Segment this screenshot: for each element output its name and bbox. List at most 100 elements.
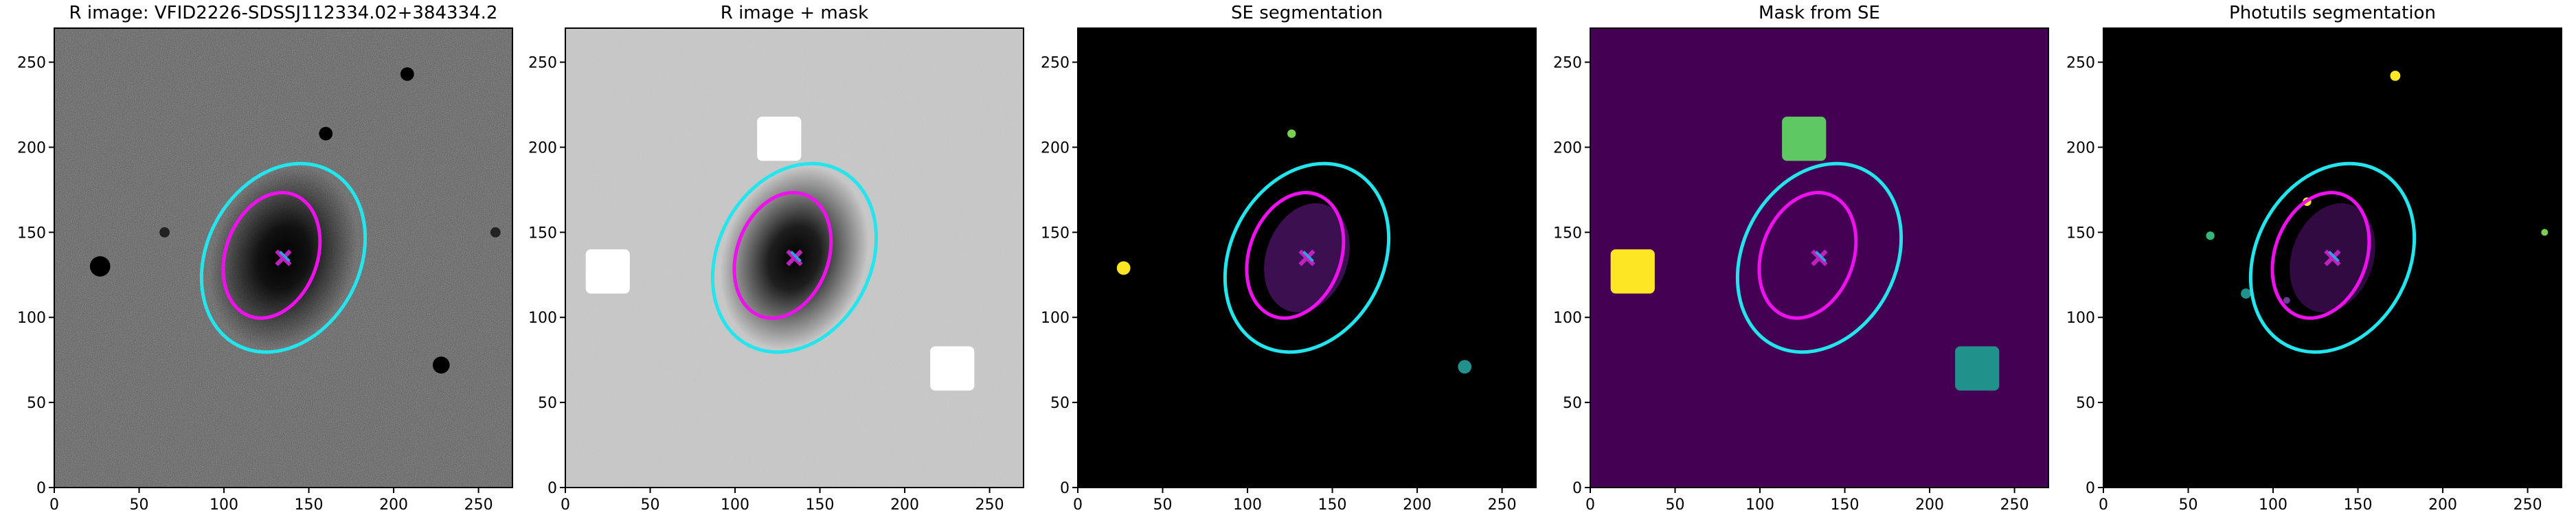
- outer-ellipse: [710, 161, 879, 354]
- x-tick-label: 250: [2000, 496, 2029, 514]
- y-tick-label: 50: [1563, 395, 1582, 412]
- y-tick-label: 100: [1553, 310, 1582, 327]
- center-marker: [1298, 249, 1315, 266]
- panel-title: SE segmentation: [1231, 3, 1383, 23]
- mask-region: [757, 116, 802, 161]
- y-tick-label: 0: [1572, 480, 1582, 497]
- image: [54, 28, 512, 488]
- x-tick-label: 0: [1585, 496, 1595, 514]
- source: [1458, 360, 1472, 374]
- source: [1287, 129, 1296, 138]
- x-tick-label: 100: [1233, 496, 1262, 514]
- image: [565, 28, 1024, 488]
- x-tick-label: 100: [1745, 496, 1774, 514]
- center-marker: [2328, 251, 2340, 262]
- source: [1116, 261, 1131, 275]
- center-marker: [1811, 249, 1828, 266]
- x-tick-label: 100: [2259, 496, 2287, 514]
- x-tick-label: 200: [2428, 496, 2457, 514]
- x-tick-label: 100: [721, 496, 749, 514]
- y-tick-label: 150: [17, 225, 46, 242]
- source: [2206, 231, 2215, 240]
- source: [159, 227, 170, 238]
- x-tick-label: 50: [2179, 496, 2198, 514]
- y-tick-label: 250: [1041, 55, 1070, 72]
- inner-ellipse: [221, 191, 322, 320]
- y-tick-label: 100: [528, 310, 557, 327]
- center-marker: [2324, 249, 2341, 266]
- inner-ellipse: [2270, 191, 2371, 320]
- y-tick-label: 250: [1553, 55, 1582, 72]
- x-tick-label: 200: [890, 496, 919, 514]
- y-tick-label: 0: [2086, 480, 2095, 497]
- panel: Mask from SE 0 50 100 150 200 250 0 50 100 150 200 2…: [1553, 3, 2049, 514]
- inner-ellipse: [732, 191, 833, 320]
- source: [490, 227, 501, 238]
- source: [400, 67, 414, 81]
- x-tick-label: 150: [806, 496, 835, 514]
- x-tick-label: 200: [1403, 496, 1432, 514]
- panel-title: R image + mask: [721, 3, 869, 23]
- outer-ellipse: [2248, 161, 2417, 354]
- panel-title: R image: VFID2226-SDSSJ112334.02+384334.…: [69, 3, 498, 23]
- y-tick-label: 150: [2066, 225, 2095, 242]
- x-tick-label: 0: [49, 496, 59, 514]
- y-tick-label: 250: [2066, 55, 2095, 72]
- y-tick-label: 50: [2076, 395, 2095, 412]
- y-tick-label: 100: [2066, 310, 2095, 327]
- source: [2390, 70, 2401, 81]
- center-marker: [786, 249, 803, 266]
- panel-title: Photutils segmentation: [2229, 3, 2436, 23]
- x-tick-label: 150: [1318, 496, 1347, 514]
- x-tick-label: 150: [1831, 496, 1860, 514]
- y-tick-label: 200: [2066, 139, 2095, 157]
- x-tick-label: 0: [1073, 496, 1083, 514]
- source: [2283, 297, 2290, 304]
- center-marker: [790, 251, 802, 262]
- x-tick-label: 50: [1666, 496, 1685, 514]
- x-tick-label: 200: [1915, 496, 1944, 514]
- x-tick-label: 250: [464, 496, 493, 514]
- panel: SE segmentation 0 50 100 150 200 250 0 50 100 150 2…: [1041, 3, 1537, 514]
- y-tick-label: 250: [17, 55, 46, 72]
- image: [2103, 28, 2562, 488]
- panel-title: Mask from SE: [1759, 3, 1880, 23]
- mask-region: [585, 249, 630, 294]
- x-tick-label: 200: [379, 496, 408, 514]
- inner-ellipse: [1245, 191, 1346, 320]
- axes-frame: [1590, 27, 2049, 488]
- x-tick-label: 250: [975, 496, 1004, 514]
- source: [319, 126, 333, 141]
- y-tick-label: 50: [1050, 395, 1070, 412]
- axes-frame: [565, 27, 1024, 488]
- x-tick-label: 150: [2344, 496, 2373, 514]
- x-tick-label: 50: [641, 496, 660, 514]
- y-tick-label: 150: [528, 225, 557, 242]
- y-tick-label: 150: [1041, 225, 1070, 242]
- x-tick-label: 0: [561, 496, 570, 514]
- center-marker: [275, 249, 292, 266]
- mask-region: [1610, 249, 1655, 294]
- x-tick-label: 150: [295, 496, 324, 514]
- center-marker: [279, 251, 291, 262]
- axes-frame: [2103, 27, 2562, 488]
- source: [432, 356, 450, 374]
- y-tick-label: 100: [17, 310, 46, 327]
- x-tick-label: 50: [130, 496, 149, 514]
- outer-ellipse: [1223, 161, 1391, 354]
- source: [2241, 288, 2251, 299]
- inner-ellipse: [1757, 191, 1858, 320]
- y-tick-label: 200: [528, 139, 557, 157]
- axes-frame: [54, 27, 513, 488]
- outer-ellipse: [199, 161, 368, 354]
- y-tick-label: 50: [538, 395, 557, 412]
- x-tick-label: 0: [2099, 496, 2108, 514]
- x-tick-label: 100: [210, 496, 238, 514]
- mask-region: [1782, 116, 1827, 161]
- y-tick-label: 200: [17, 139, 46, 157]
- axes-frame: [1077, 27, 1537, 488]
- x-tick-label: 250: [2513, 496, 2542, 514]
- panel: Photutils segmentation 0 50 100 150 200 250 0 50…: [2066, 3, 2562, 514]
